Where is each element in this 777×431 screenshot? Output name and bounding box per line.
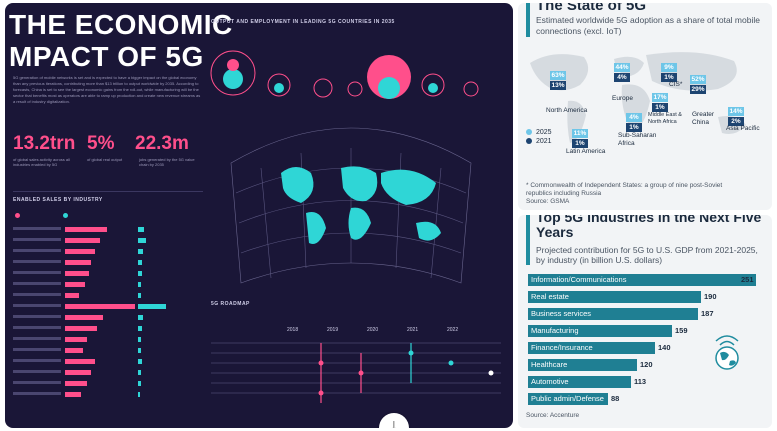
- state-of-5g-card[interactable]: The State of 5G Estimated worldwide 5G a…: [518, 3, 772, 210]
- stat-value: 22.3m: [135, 133, 189, 154]
- sales-row: [13, 379, 213, 390]
- legend-2025: 2025: [526, 129, 552, 136]
- bar-category-label: Healthcare: [531, 360, 568, 369]
- sales-row: [13, 291, 213, 302]
- bar-value-label: 113: [634, 377, 647, 386]
- legend-dot: [63, 213, 68, 218]
- 5g-globe-icon: [715, 335, 739, 370]
- download-button[interactable]: ↓: [379, 413, 409, 428]
- bar-row: Business services 187: [528, 308, 768, 325]
- region-asia-pacific: 14% 2% Asia Pacific: [726, 107, 760, 132]
- sales-section-title: ENABLED SALES BY INDUSTRY: [13, 197, 103, 203]
- sales-row: [13, 346, 213, 357]
- industry-bar-chart: Information/Communications 251 Real estate…: [528, 274, 768, 410]
- bar-row: Healthcare 120: [528, 359, 768, 376]
- sales-row: [13, 225, 213, 236]
- card-source: Source: Accenture: [526, 412, 580, 419]
- bar: Real estate: [528, 291, 701, 303]
- bar-row: Manufacturing 159: [528, 325, 768, 342]
- economic-impact-infographic[interactable]: THE ECONOMIC MPACT OF 5G 5G generation o…: [5, 3, 513, 428]
- sales-row: [13, 302, 213, 313]
- stat-caption: jobs generated by the 5G value chain by …: [139, 157, 195, 167]
- sales-bars: [13, 225, 213, 401]
- roadmap-section-title: 5G ROADMAP: [211, 301, 250, 307]
- roadmap-year: 2022: [447, 327, 459, 333]
- bar-category-label: Automotive: [531, 377, 569, 386]
- roadmap-year: 2021: [407, 327, 419, 333]
- roadmap-year: 2019: [327, 327, 339, 333]
- bar: Automotive: [528, 376, 631, 388]
- bar-value-label: 187: [701, 309, 714, 318]
- bar-value-label: 251: [741, 275, 754, 284]
- bar-value-label: 159: [675, 326, 688, 335]
- sales-row: [13, 280, 213, 291]
- bar-row: Automotive 113: [528, 376, 768, 393]
- bar: Manufacturing: [528, 325, 672, 337]
- bar-row: Public admin/Defense 88: [528, 393, 768, 410]
- bar-value-label: 190: [704, 292, 717, 301]
- map-legend: 2025 2021: [526, 129, 552, 147]
- card-footnote: * Commonwealth of Independent States: a …: [526, 182, 723, 205]
- card-subtitle: Estimated worldwide 5G adoption as a sha…: [536, 15, 760, 36]
- download-arrow-icon: ↓: [390, 417, 398, 428]
- legend-2021: 2021: [526, 138, 552, 145]
- sales-row: [13, 390, 213, 401]
- stat-caption: of global sales activity across all indu…: [13, 157, 70, 167]
- region-mena: 17% 1% Middle East & North Africa: [648, 93, 682, 125]
- bar-category-label: Manufacturing: [531, 326, 579, 335]
- divider: [13, 191, 203, 192]
- region-latin-america: 11% 1% Latin America: [566, 129, 606, 155]
- infographic-title: THE ECONOMIC MPACT OF 5G: [9, 9, 233, 72]
- bar: Information/Communications: [528, 274, 756, 286]
- region-sub-saharan-africa: 4% 1% Sub-Saharan Africa: [618, 113, 657, 147]
- bar: Business services: [528, 308, 698, 320]
- stat-value: 5%: [87, 133, 115, 154]
- bar-category-label: Finance/Insurance: [531, 343, 593, 352]
- bar-row: Real estate 190: [528, 291, 768, 308]
- sales-row: [13, 335, 213, 346]
- region-greater-china: 52% 29% Greater China: [690, 75, 715, 126]
- card-subtitle: Projected contribution for 5G to U.S. GD…: [536, 245, 758, 265]
- sales-row: [13, 324, 213, 335]
- bar: Public admin/Defense: [528, 393, 608, 405]
- bar-value-label: 88: [611, 394, 620, 403]
- region-europe: 44% 4% Europe: [612, 63, 633, 102]
- legend-dot: [15, 213, 20, 218]
- sales-row: [13, 269, 213, 280]
- accent-bar: [526, 3, 530, 37]
- sales-row: [13, 236, 213, 247]
- sales-row: [13, 313, 213, 324]
- output-section-title: OUTPUT AND EMPLOYMENT IN LEADING 5G COUN…: [211, 19, 395, 25]
- sales-row: [13, 357, 213, 368]
- stat-value: 13.2trn: [13, 133, 76, 154]
- roadmap-year: 2018: [287, 327, 299, 333]
- accent-bar: [526, 215, 530, 265]
- top-5g-industries-card[interactable]: Top 5G Industries in the Next Five Years…: [518, 215, 772, 428]
- bar-row: Information/Communications 251: [528, 274, 768, 291]
- roadmap-timeline: [211, 342, 501, 403]
- region-north-america: 63% 13% North America: [546, 71, 588, 114]
- bar-category-label: Public admin/Defense: [531, 394, 604, 403]
- bar-category-label: Information/Communications: [531, 275, 627, 284]
- bar-value-label: 140: [658, 343, 671, 352]
- sales-row: [13, 368, 213, 379]
- region-cis: 9% 1% CIS*: [661, 63, 682, 88]
- card-title: Top 5G Industries in the Next Five Years: [536, 215, 762, 240]
- roadmap-year: 2020: [367, 327, 379, 333]
- infographic-intro: 5G generation of mobile networks is set …: [13, 75, 201, 104]
- bar-category-label: Real estate: [531, 292, 569, 301]
- bar-row: Finance/Insurance 140: [528, 342, 768, 359]
- sales-row: [13, 247, 213, 258]
- card-title: The State of 5G: [536, 3, 647, 14]
- sales-row: [13, 258, 213, 269]
- bar-value-label: 120: [640, 360, 653, 369]
- world-map-bubbles: [210, 50, 479, 284]
- bar: Healthcare: [528, 359, 637, 371]
- bar-category-label: Business services: [531, 309, 592, 318]
- bar: Finance/Insurance: [528, 342, 655, 354]
- stat-caption: of global real output: [87, 157, 123, 162]
